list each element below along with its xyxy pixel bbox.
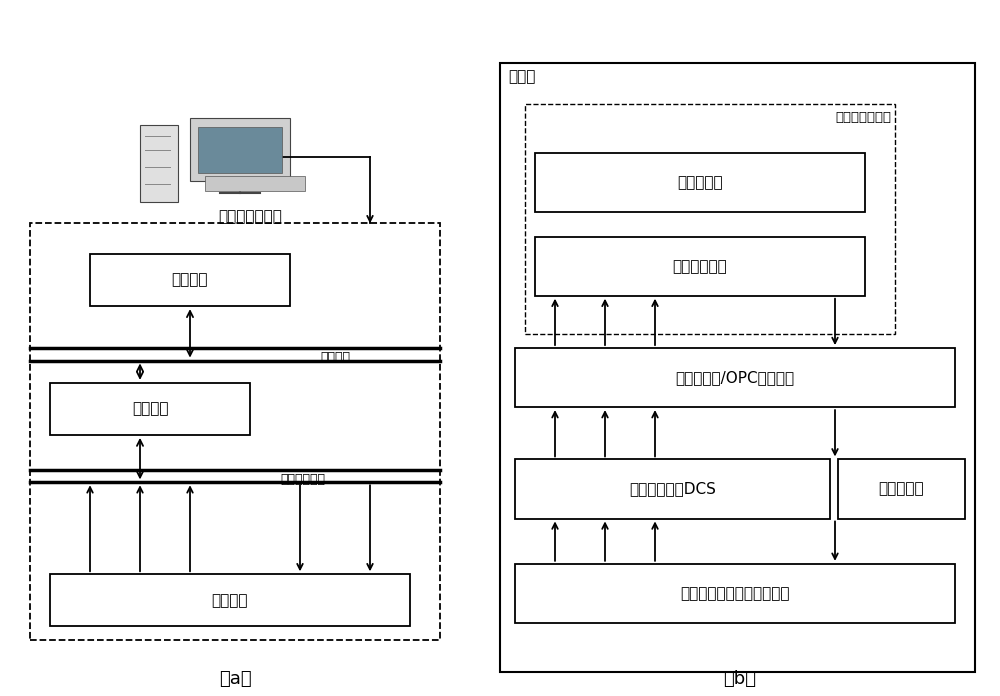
Bar <box>198 127 282 173</box>
Text: 数据接口: 数据接口 <box>132 402 168 416</box>
Bar <box>30 223 440 640</box>
Bar <box>515 459 830 519</box>
Text: 聚合反应装置（现场仪表）: 聚合反应装置（现场仪表） <box>680 586 790 601</box>
Bar <box>140 125 178 202</box>
Text: （b）: （b） <box>724 670 757 688</box>
Bar <box>190 118 290 181</box>
Text: 现场仪表: 现场仪表 <box>212 593 248 608</box>
Text: 实时数据库/OPC通讯软件: 实时数据库/OPC通讯软件 <box>675 370 795 385</box>
Text: 控制网络: 控制网络 <box>320 351 350 365</box>
Bar <box>515 348 955 407</box>
Bar <box>90 254 290 306</box>
Bar <box>838 459 965 519</box>
Bar <box>500 63 975 672</box>
Bar <box>535 153 865 212</box>
Text: 操作员站: 操作员站 <box>172 273 208 287</box>
Text: 数据处理模块: 数据处理模块 <box>673 259 727 274</box>
Text: 集散控制系绽DCS: 集散控制系绽DCS <box>629 482 716 496</box>
Text: 操作员界面: 操作员界面 <box>879 482 924 496</box>
Bar <box>525 104 895 334</box>
Text: 现场通讯网络: 现场通讯网络 <box>280 473 325 487</box>
Text: 上位机: 上位机 <box>508 70 535 85</box>
Bar <box>515 564 955 623</box>
Bar <box>535 237 865 296</box>
Bar <box>205 176 305 191</box>
Text: 软测量运行平台: 软测量运行平台 <box>218 209 282 224</box>
Text: 动态软测量程序: 动态软测量程序 <box>835 111 891 125</box>
Text: （a）: （a） <box>219 670 251 688</box>
Bar <box>50 383 250 435</box>
Text: 三阶段模型: 三阶段模型 <box>677 175 723 190</box>
Bar <box>50 574 410 626</box>
